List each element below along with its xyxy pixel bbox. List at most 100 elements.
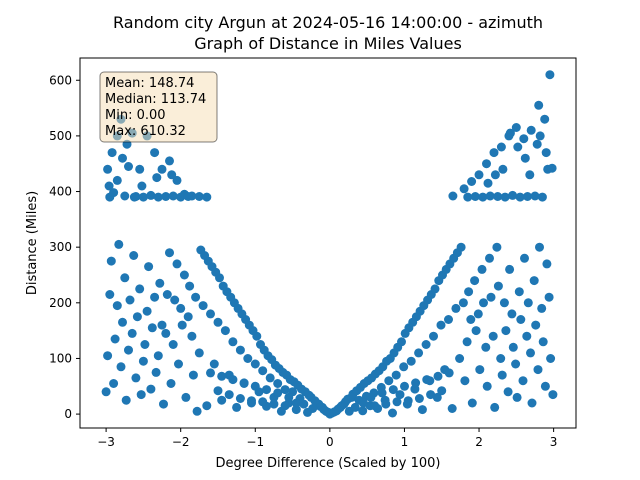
data-point [508, 342, 518, 352]
y-tick-label: 600 [49, 73, 72, 87]
data-point [194, 192, 204, 201]
data-point [162, 290, 172, 299]
data-point [147, 323, 157, 333]
data-point [262, 385, 271, 395]
data-point [437, 386, 447, 396]
data-point [127, 328, 137, 338]
data-point [417, 405, 427, 415]
data-point [399, 362, 409, 372]
data-point [403, 396, 413, 406]
data-point [479, 298, 488, 308]
data-point [165, 248, 174, 258]
data-point [467, 398, 477, 408]
data-point [535, 242, 544, 252]
data-point [243, 354, 253, 363]
data-point [118, 317, 127, 327]
data-point [463, 192, 473, 202]
data-point [256, 340, 265, 349]
data-point [213, 317, 223, 327]
data-point [482, 381, 492, 391]
data-point [284, 392, 294, 402]
data-point [507, 309, 517, 319]
x-tick-label: −1 [246, 435, 264, 449]
data-point [155, 278, 165, 288]
data-point [470, 276, 480, 286]
data-point [422, 375, 432, 385]
data-point [209, 359, 219, 369]
data-point [397, 337, 406, 347]
data-point [533, 365, 543, 375]
data-point [388, 408, 397, 418]
data-point [303, 407, 312, 417]
data-point [501, 326, 511, 336]
data-point [481, 342, 491, 352]
x-tick-label: 1 [401, 435, 409, 449]
stats-median: Median: 113.74 [105, 92, 206, 107]
data-point [220, 326, 230, 336]
data-point [516, 315, 526, 324]
data-point [520, 153, 530, 163]
y-tick-label: 500 [49, 129, 72, 143]
data-point [444, 368, 454, 378]
data-point [519, 134, 529, 144]
data-point [358, 398, 368, 408]
data-point [185, 281, 195, 291]
data-point [187, 331, 197, 341]
data-point [125, 295, 135, 305]
data-point [194, 348, 204, 358]
x-tick-label: 2 [475, 435, 483, 449]
data-point [159, 399, 168, 409]
data-point [114, 239, 124, 249]
data-point [392, 397, 402, 407]
data-point [269, 399, 279, 409]
data-point [529, 276, 539, 286]
data-point [273, 388, 283, 398]
data-point [206, 309, 215, 319]
data-point [136, 390, 146, 400]
data-point [436, 320, 446, 330]
data-point [540, 381, 550, 391]
data-point [192, 406, 202, 416]
data-point [532, 139, 542, 149]
data-point [176, 192, 186, 202]
stats-max: Max: 610.32 [105, 124, 186, 139]
data-point [466, 315, 476, 324]
data-point [172, 175, 182, 185]
data-point [486, 292, 496, 302]
plot-area-frame [79, 57, 577, 429]
data-point [497, 370, 507, 380]
y-axis-label: Distance (Miles) [25, 191, 40, 295]
chart-title-line1: Random city Argun at 2024-05-16 14:00:00… [113, 13, 543, 32]
data-point [496, 142, 506, 152]
data-point [358, 406, 368, 416]
data-point [535, 131, 545, 141]
data-point [217, 371, 227, 381]
data-point [280, 401, 290, 411]
data-point [414, 348, 424, 358]
data-point [485, 191, 495, 201]
data-point [381, 399, 391, 409]
data-point [165, 156, 174, 166]
data-point [459, 184, 469, 194]
data-point [291, 405, 301, 415]
data-point [129, 192, 139, 202]
data-point [503, 387, 513, 397]
x-tick-label: 0 [326, 435, 334, 449]
data-point [485, 253, 494, 263]
data-point [183, 312, 193, 322]
data-point [183, 192, 193, 201]
data-point [490, 402, 500, 412]
data-point [202, 401, 212, 411]
data-point [172, 259, 182, 269]
data-point [135, 284, 145, 294]
data-point [161, 192, 171, 201]
data-point [548, 390, 558, 400]
data-point [496, 354, 506, 363]
data-point [265, 373, 275, 383]
data-point [120, 273, 130, 283]
y-tick-label: 0 [64, 407, 72, 421]
data-point [124, 345, 133, 355]
data-point [508, 190, 518, 200]
data-point [520, 253, 529, 263]
